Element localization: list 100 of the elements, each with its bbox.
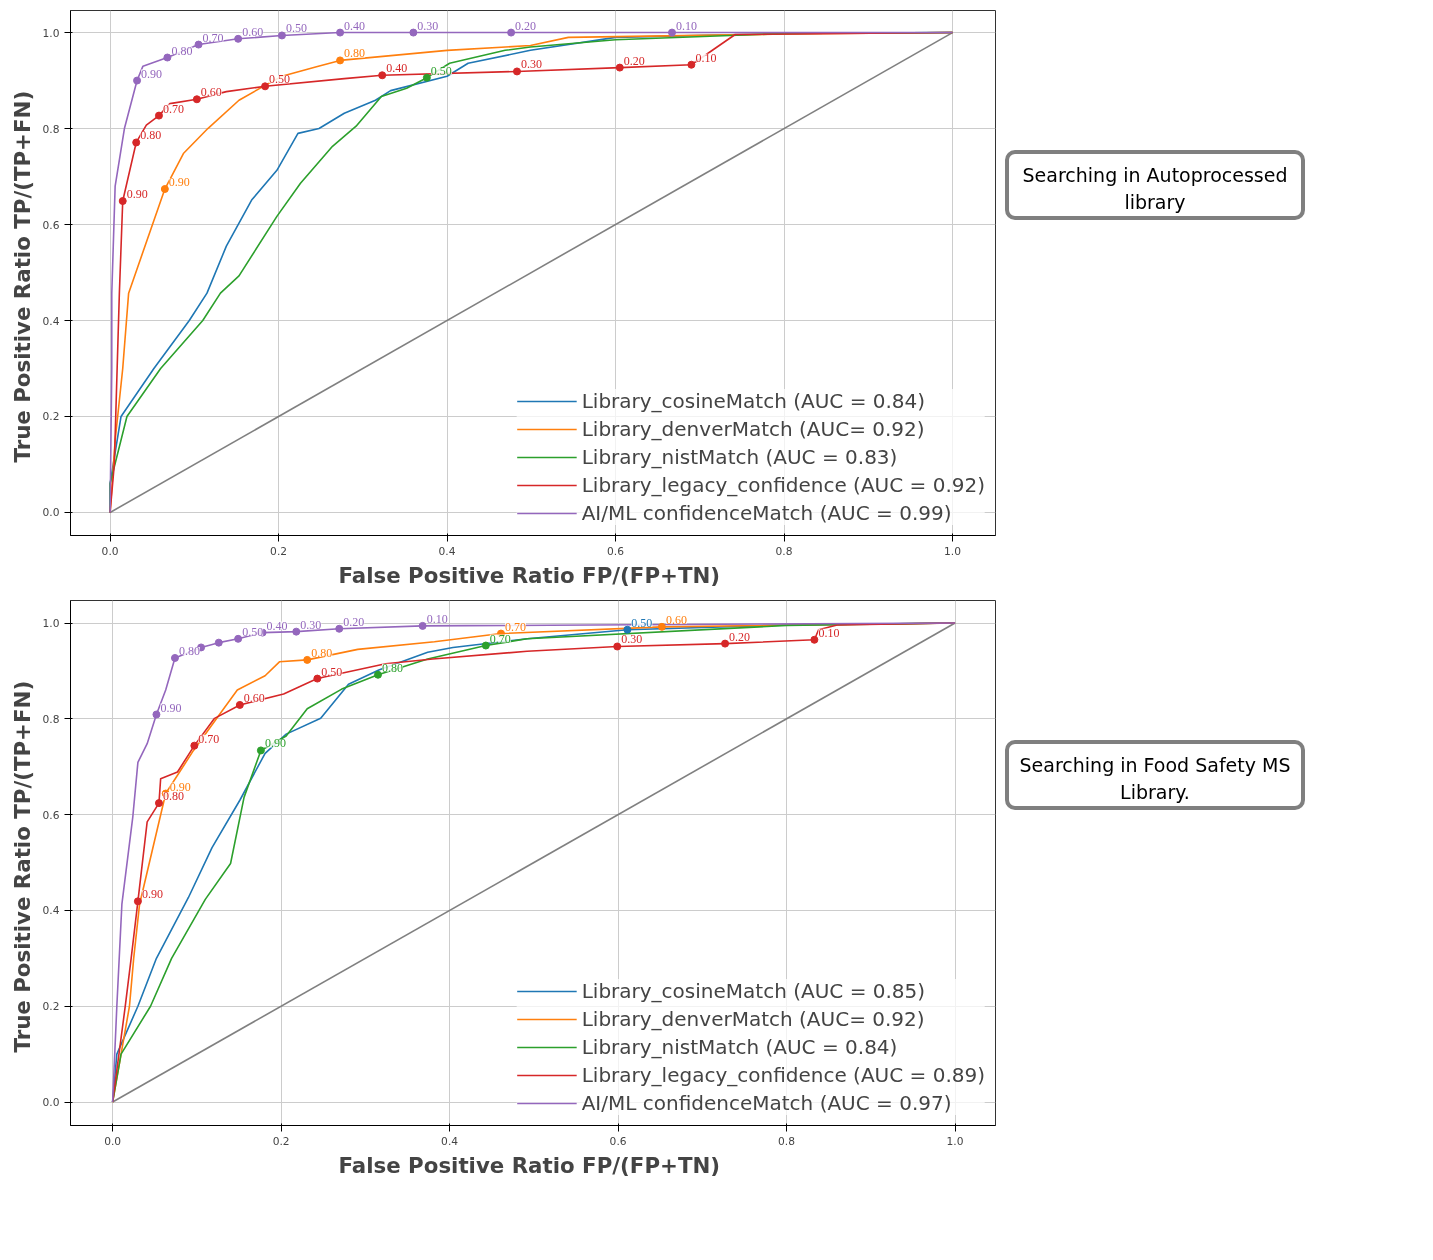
y-tick-label: 0.4 <box>42 904 60 918</box>
annotation: 0.10 <box>695 50 717 65</box>
legend-label: AI/ML confidenceMatch (AUC = 0.99) <box>581 501 952 525</box>
x-tick-label: 0.0 <box>104 1134 122 1148</box>
annotation: 0.40 <box>386 61 408 76</box>
annotation: 0.90 <box>126 187 148 202</box>
point <box>261 82 270 91</box>
annotation: 0.20 <box>515 18 537 33</box>
x-axis-title: False Positive Ratio FP/(FP+TN) <box>338 1152 721 1178</box>
point <box>512 67 521 76</box>
legend-label: Library_legacy_confidence (AUC = 0.89) <box>581 1063 985 1087</box>
point <box>292 627 301 636</box>
x-tick-label: 0.4 <box>441 1134 459 1148</box>
y-tick-label: 1.0 <box>42 617 60 631</box>
x-tick-label: 0.6 <box>607 544 625 558</box>
annotation: 0.20 <box>729 629 751 644</box>
annotation: 0.90 <box>141 66 163 81</box>
point <box>373 670 382 679</box>
legend-label: Library_legacy_confidence (AUC = 0.92) <box>581 473 985 497</box>
point <box>132 138 141 147</box>
annotation: 0.80 <box>381 660 403 675</box>
x-tick-label: 0.0 <box>101 544 119 558</box>
annotation: 0.30 <box>417 18 439 33</box>
annotation: 0.80 <box>311 645 333 660</box>
x-tick-label: 0.8 <box>778 1134 796 1148</box>
x-tick-label: 0.4 <box>438 544 456 558</box>
annotation: 0.10 <box>426 611 448 626</box>
point <box>657 622 666 631</box>
point <box>163 53 172 62</box>
legend-label: Library_cosineMatch (AUC = 0.85) <box>581 979 926 1003</box>
annotation: 0.90 <box>264 736 286 751</box>
annotation: 0.60 <box>665 612 687 627</box>
point <box>336 28 345 37</box>
y-axis-title: True Positive Ratio TP/(TP+FN) <box>9 90 35 463</box>
point <box>623 625 632 634</box>
x-tick-label: 0.8 <box>775 544 793 558</box>
annotation: 0.50 <box>631 615 653 630</box>
point <box>170 653 179 662</box>
point <box>214 638 223 647</box>
point <box>409 28 418 37</box>
legend-label: Library_denverMatch (AUC= 0.92) <box>581 1007 925 1031</box>
point <box>613 642 622 651</box>
text: Searching in Autoprocessed library <box>1021 163 1289 216</box>
point <box>335 624 344 633</box>
annotation: 0.60 <box>200 85 222 100</box>
point <box>160 185 169 194</box>
point <box>118 197 127 206</box>
text: Searching in Food Safety MS Library. <box>1018 753 1292 806</box>
annotation: 0.80 <box>140 128 162 143</box>
annotation: 0.20 <box>623 53 645 68</box>
point <box>234 34 243 43</box>
point <box>133 897 142 906</box>
point <box>422 73 431 82</box>
point <box>378 71 387 80</box>
x-tick-label: 0.2 <box>272 1134 290 1148</box>
annotation: 0.50 <box>242 624 264 639</box>
y-tick-label: 0.4 <box>42 314 60 328</box>
annotation: 0.40 <box>266 618 288 633</box>
annotation: 0.10 <box>818 625 840 640</box>
point <box>481 641 490 650</box>
point <box>668 28 676 37</box>
annotation: 0.50 <box>285 21 307 36</box>
point <box>687 60 696 69</box>
point <box>154 799 163 808</box>
annotation: 0.90 <box>141 887 163 902</box>
point <box>256 746 265 755</box>
annotation: 0.50 <box>430 63 452 78</box>
point <box>192 95 201 104</box>
point <box>810 635 819 644</box>
y-tick-label: 0.6 <box>42 218 60 232</box>
annotation: 0.90 <box>160 700 182 715</box>
y-tick-label: 0.8 <box>42 712 60 726</box>
point <box>152 710 161 719</box>
y-axis-title: True Positive Ratio TP/(TP+FN) <box>9 680 35 1053</box>
point <box>336 56 345 65</box>
point <box>234 634 243 643</box>
annotation: 0.90 <box>168 175 190 190</box>
point <box>507 28 516 37</box>
annotation: 0.80 <box>344 46 366 61</box>
x-tick-label: 0.6 <box>609 1134 627 1148</box>
x-tick-label: 1.0 <box>944 544 962 558</box>
annotation: 0.30 <box>300 617 322 632</box>
point <box>615 63 624 72</box>
annotation: 0.60 <box>243 690 265 705</box>
x-axis-title: False Positive Ratio FP/(FP+TN) <box>338 562 721 588</box>
y-tick-label: 0.0 <box>42 1096 60 1110</box>
point <box>133 76 142 85</box>
point <box>418 621 427 630</box>
annotation: 0.10 <box>676 18 697 33</box>
annotation: 0.70 <box>504 619 526 634</box>
annotation: 0.30 <box>621 632 643 647</box>
y-tick-label: 0.0 <box>42 506 60 520</box>
y-tick-label: 0.8 <box>42 122 60 136</box>
point <box>154 111 163 120</box>
legend-label: Library_nistMatch (AUC = 0.83) <box>581 445 898 469</box>
point <box>277 31 286 40</box>
point <box>303 655 312 664</box>
annotation: 0.50 <box>321 664 343 679</box>
point <box>194 40 203 49</box>
annotation: 0.20 <box>343 614 365 629</box>
